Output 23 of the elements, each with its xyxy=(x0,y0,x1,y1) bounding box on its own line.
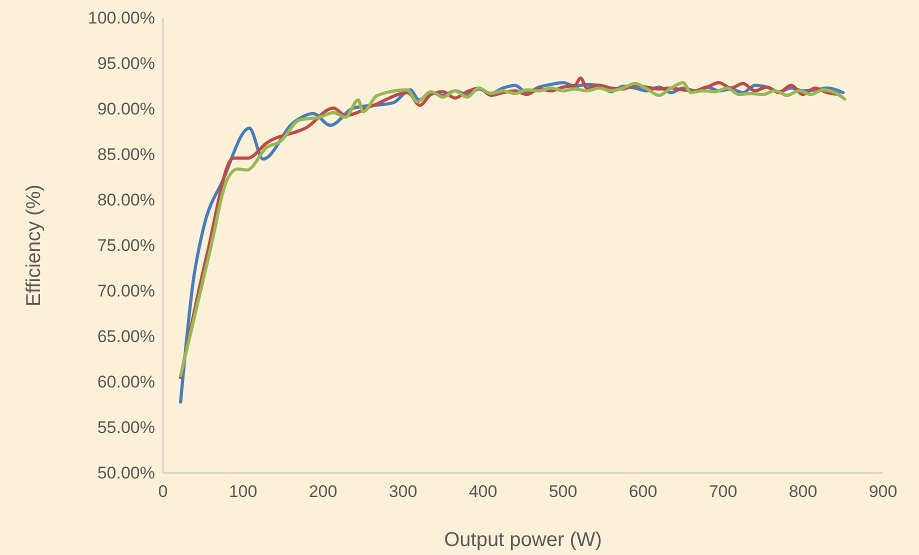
y-tick-label: 90.00% xyxy=(97,99,155,118)
y-tick-label: 70.00% xyxy=(97,281,155,300)
x-axis-title: Output power (W) xyxy=(444,529,602,551)
x-tick-label: 0 xyxy=(158,482,168,502)
x-tick-label: 800 xyxy=(788,482,818,502)
y-tick-label: 60.00% xyxy=(97,372,155,392)
y-tick-label: 55.00% xyxy=(97,418,155,437)
x-tick-label: 400 xyxy=(468,482,498,502)
y-tick-label: 95.00% xyxy=(97,54,155,73)
y-tick-label: 50.00% xyxy=(97,463,155,482)
x-tick-label: 100 xyxy=(228,482,258,502)
y-tick-label: 80.00% xyxy=(97,190,155,210)
x-tick-label: 700 xyxy=(708,482,738,502)
y-tick-label: 75.00% xyxy=(97,236,155,255)
y-tick-label: 85.00% xyxy=(97,144,155,164)
x-tick-label: 600 xyxy=(628,482,658,502)
x-tick-label: 900 xyxy=(868,482,898,502)
y-tick-label: 100.00% xyxy=(88,8,155,28)
y-axis-title: Efficiency (%) xyxy=(23,184,45,306)
x-tick-label: 300 xyxy=(388,482,418,502)
x-tick-label: 500 xyxy=(548,482,578,502)
x-tick-label: 200 xyxy=(308,482,338,502)
y-tick-label: 65.00% xyxy=(97,326,155,346)
